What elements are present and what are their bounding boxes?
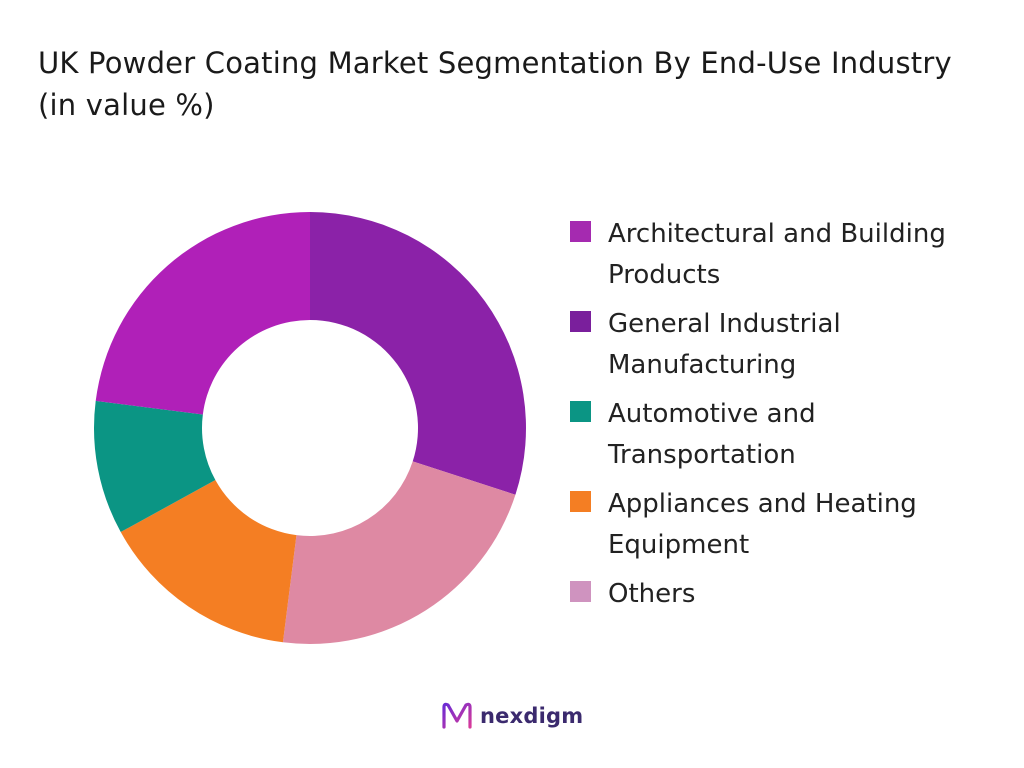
legend-item-appliances: Appliances and Heating Equipment <box>570 484 1020 566</box>
donut-slice-automotive-and-transportation <box>93 400 216 533</box>
donut-slice-appliances-and-heating-equipment <box>120 480 297 643</box>
legend-label: Architectural and Building Products <box>608 219 946 290</box>
nexdigm-logo: nexdigm <box>440 698 583 734</box>
legend-swatch <box>570 491 591 512</box>
legend-item-general-industrial: General Industrial Manufacturing <box>570 304 1020 386</box>
legend-label: General Industrial Manufacturing <box>608 309 841 380</box>
donut-slice-general-industrial-manufacturing <box>310 212 526 495</box>
legend-swatch <box>570 221 591 242</box>
legend-label: Appliances and Heating Equipment <box>608 489 917 560</box>
legend: Architectural and Building Products Gene… <box>570 214 1020 623</box>
logo-text: nexdigm <box>480 704 584 728</box>
legend-label: Automotive and Transportation <box>608 399 816 470</box>
legend-swatch <box>570 401 591 422</box>
chart-title: UK Powder Coating Market Segmentation By… <box>38 46 952 122</box>
legend-swatch <box>570 581 591 602</box>
legend-item-automotive: Automotive and Transportation <box>570 394 1020 476</box>
legend-item-architectural: Architectural and Building Products <box>570 214 1020 296</box>
legend-item-others: Others <box>570 574 1020 615</box>
legend-label: Others <box>608 579 696 609</box>
donut-slice-architectural-and-building-products <box>95 212 311 415</box>
donut-slice-others <box>282 461 516 644</box>
nexdigm-logo-icon <box>442 702 472 729</box>
legend-swatch <box>570 311 591 332</box>
donut-chart <box>93 212 526 644</box>
